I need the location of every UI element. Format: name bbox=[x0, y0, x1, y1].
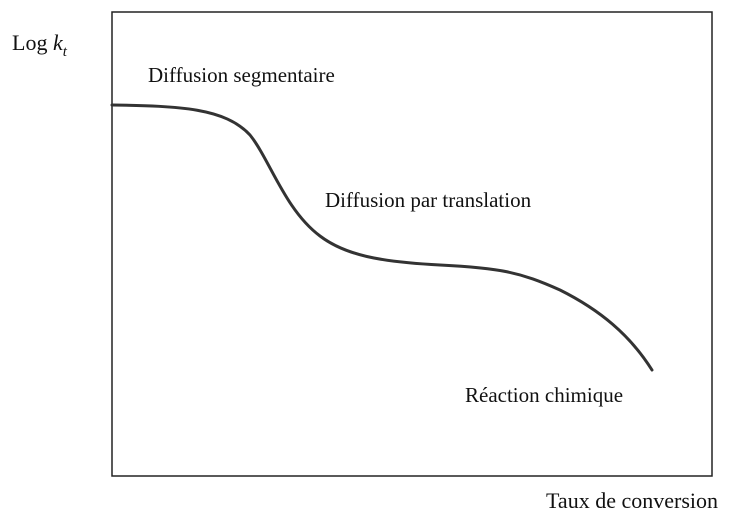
y-axis-label: Log kt bbox=[12, 30, 68, 60]
region-label: Diffusion segmentaire bbox=[148, 63, 335, 87]
y-label-base: Log bbox=[12, 30, 47, 55]
x-axis-label: Taux de conversion bbox=[546, 488, 718, 513]
region-label: Diffusion par translation bbox=[325, 188, 532, 212]
y-label-symbol: k bbox=[53, 30, 64, 55]
y-label-subscript: t bbox=[63, 44, 68, 60]
plot-frame bbox=[111, 11, 713, 477]
region-label: Réaction chimique bbox=[465, 383, 623, 407]
curve bbox=[110, 103, 654, 372]
